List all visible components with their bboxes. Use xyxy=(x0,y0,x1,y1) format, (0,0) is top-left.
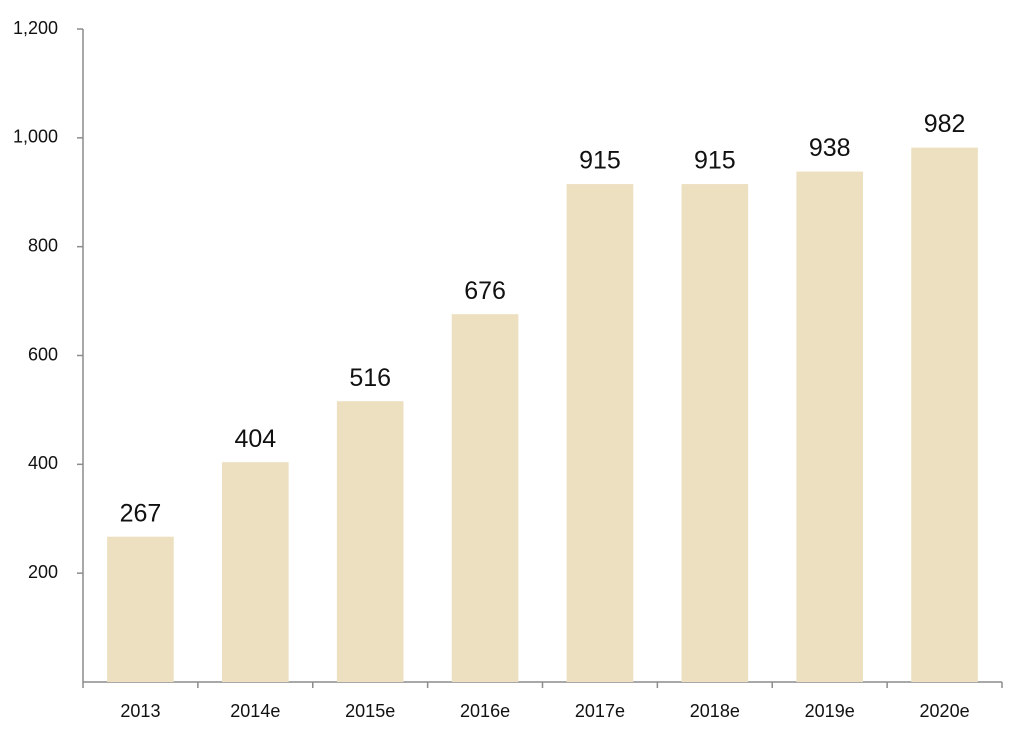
bar xyxy=(221,462,289,682)
x-tick-label: 2019e xyxy=(805,701,855,721)
y-tick-label: 600 xyxy=(28,344,58,364)
y-tick-label: 1,200 xyxy=(13,18,58,38)
y-tick-label: 200 xyxy=(28,562,58,582)
x-tick-label: 2020e xyxy=(920,701,970,721)
y-tick-label: 1,000 xyxy=(13,127,58,147)
bar xyxy=(911,147,978,683)
value-label: 938 xyxy=(809,134,851,162)
bar xyxy=(681,184,749,682)
value-label: 982 xyxy=(924,110,966,138)
x-tick-label: 2016e xyxy=(460,701,510,721)
value-label: 915 xyxy=(579,147,621,175)
y-tick-label: 400 xyxy=(28,453,58,473)
x-tick-label: 2018e xyxy=(690,701,740,721)
bar xyxy=(451,314,519,682)
value-label: 516 xyxy=(349,364,391,392)
bar xyxy=(566,184,634,682)
x-tick-label: 2015e xyxy=(345,701,395,721)
x-tick-label: 2014e xyxy=(230,701,280,721)
value-label: 915 xyxy=(694,147,736,175)
x-tick-label: 2017e xyxy=(575,701,625,721)
y-tick-label: 800 xyxy=(28,235,58,255)
bar xyxy=(107,536,174,682)
x-tick-label: 2013 xyxy=(120,701,160,721)
value-label: 404 xyxy=(234,425,276,453)
value-label: 676 xyxy=(464,277,506,305)
value-label: 267 xyxy=(120,499,162,527)
bar xyxy=(336,401,404,682)
bar xyxy=(796,171,864,683)
